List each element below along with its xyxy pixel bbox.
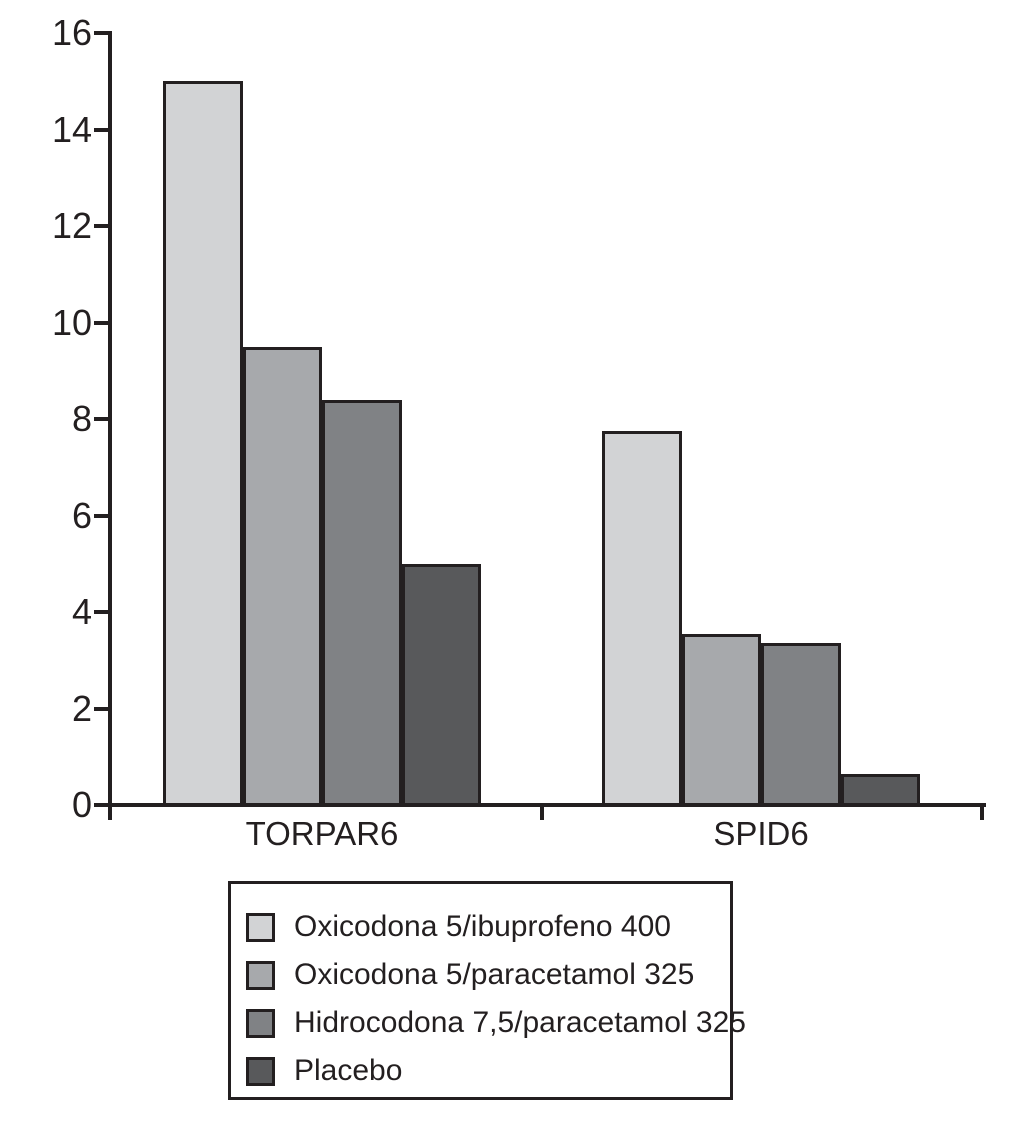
- x-axis-line: [108, 803, 986, 807]
- y-tick-4: [94, 610, 108, 614]
- y-tick-label-8: 8: [0, 401, 92, 437]
- y-tick-16: [94, 31, 108, 35]
- x-category-label-spid6: SPID6: [601, 817, 921, 850]
- bar-torpar6-placebo: [402, 564, 482, 807]
- y-tick-10: [94, 321, 108, 325]
- bar-spid6-hidrocodona-7-5-paracetamol-325: [761, 643, 841, 807]
- y-tick-label-0: 0: [0, 787, 92, 823]
- bar-torpar6-oxicodona-5-ibuprofeno-400: [163, 81, 243, 807]
- legend-item-placebo: Placebo: [246, 1047, 730, 1095]
- y-tick-12: [94, 224, 108, 228]
- legend-item-oxicodona-5-ibuprofeno-400: Oxicodona 5/ibuprofeno 400: [246, 903, 730, 951]
- y-tick-label-10: 10: [0, 305, 92, 341]
- legend-item-oxicodona-5-paracetamol-325: Oxicodona 5/paracetamol 325: [246, 951, 730, 999]
- y-tick-label-4: 4: [0, 594, 92, 630]
- bar-torpar6-hidrocodona-7-5-paracetamol-325: [322, 400, 402, 807]
- y-tick-6: [94, 514, 108, 518]
- bar-spid6-oxicodona-5-paracetamol-325: [682, 634, 762, 807]
- x-tick-end: [980, 805, 984, 820]
- legend-swatch-oxicodona-5-ibuprofeno-400: [246, 913, 275, 942]
- bar-torpar6-oxicodona-5-paracetamol-325: [243, 347, 323, 807]
- legend-swatch-hidrocodona-7-5-paracetamol-325: [246, 1009, 275, 1038]
- y-tick-8: [94, 417, 108, 421]
- y-tick-label-12: 12: [0, 208, 92, 244]
- bar-spid6-oxicodona-5-ibuprofeno-400: [602, 431, 682, 807]
- y-tick-0: [94, 803, 108, 807]
- legend: Oxicodona 5/ibuprofeno 400 Oxicodona 5/pa…: [228, 881, 733, 1100]
- y-tick-label-2: 2: [0, 691, 92, 727]
- y-tick-2: [94, 707, 108, 711]
- legend-label-oxicodona-5-ibuprofeno-400: Oxicodona 5/ibuprofeno 400: [294, 912, 671, 942]
- legend-item-hidrocodona-7-5-paracetamol-325: Hidrocodona 7,5/paracetamol 325: [246, 999, 730, 1047]
- legend-swatch-oxicodona-5-paracetamol-325: [246, 961, 275, 990]
- y-tick-14: [94, 128, 108, 132]
- y-tick-label-14: 14: [0, 112, 92, 148]
- legend-label-oxicodona-5-paracetamol-325: Oxicodona 5/paracetamol 325: [294, 960, 694, 990]
- y-tick-label-16: 16: [0, 15, 92, 51]
- legend-label-hidrocodona-7-5-paracetamol-325: Hidrocodona 7,5/paracetamol 325: [294, 1008, 746, 1038]
- y-tick-label-6: 6: [0, 498, 92, 534]
- legend-label-placebo: Placebo: [294, 1056, 402, 1086]
- legend-swatch-placebo: [246, 1057, 275, 1086]
- y-axis-line: [108, 31, 112, 820]
- bar-chart-figure: 0 2 4 6 8 10 12 14 16 TORPAR6 SPID6 Oxicodona 5/ib…: [0, 0, 1012, 1125]
- x-tick-middle: [540, 805, 544, 820]
- x-category-label-torpar6: TORPAR6: [162, 817, 482, 850]
- bar-spid6-placebo: [841, 774, 921, 807]
